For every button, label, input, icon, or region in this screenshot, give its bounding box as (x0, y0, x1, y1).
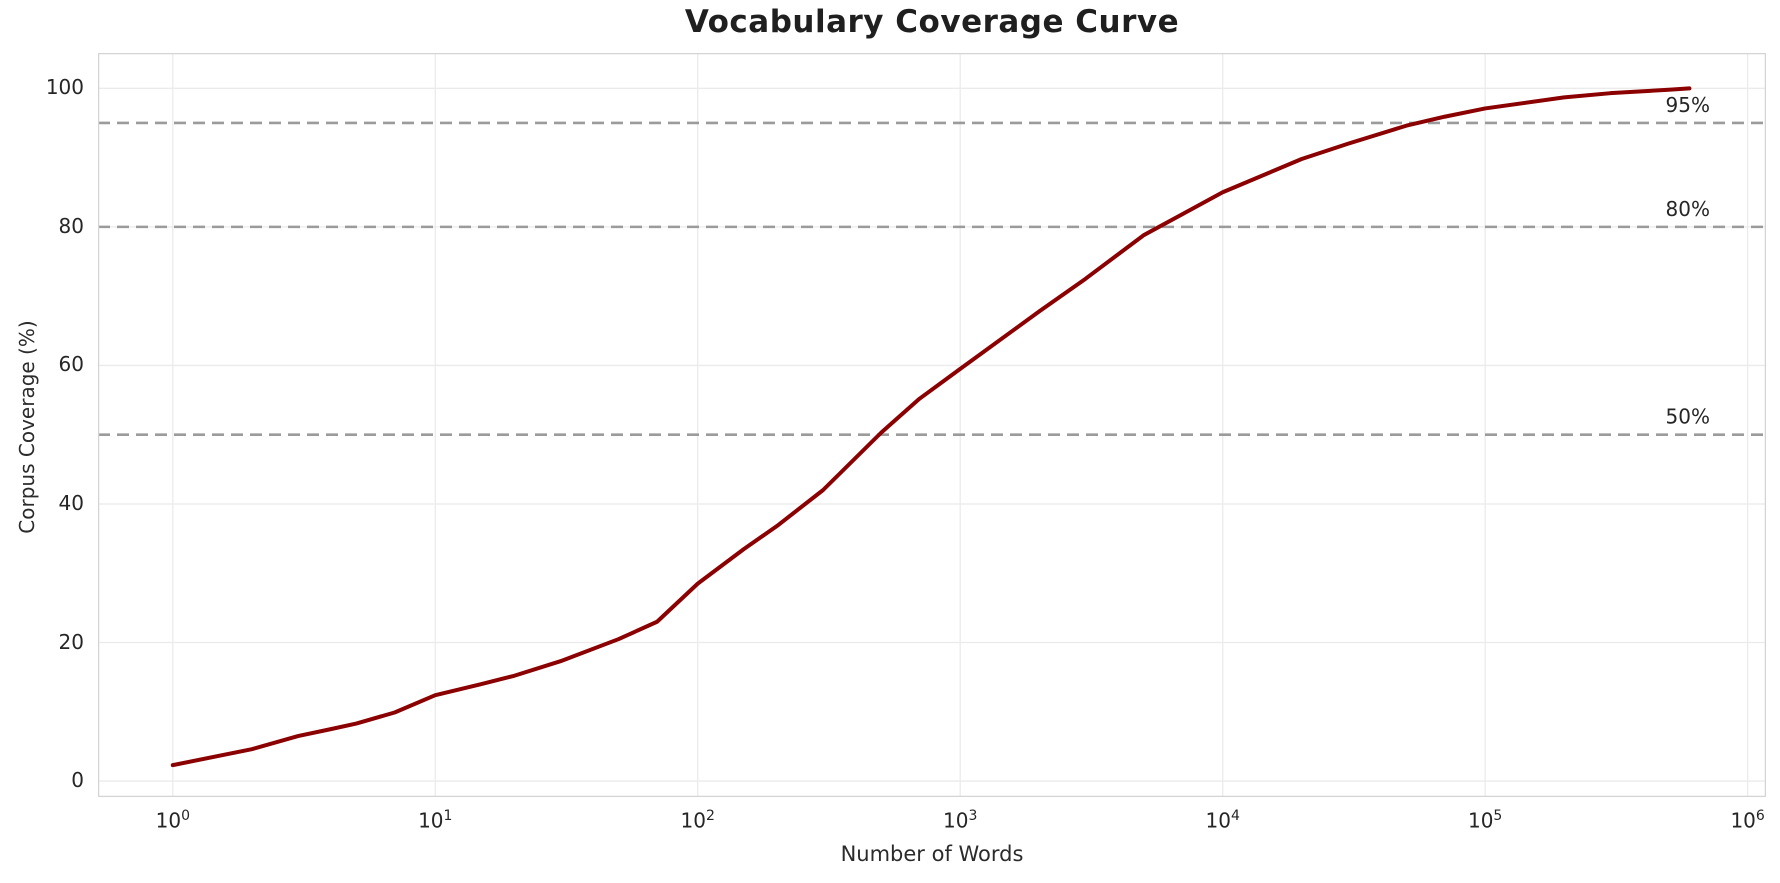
x-tick-label: 102 (680, 808, 715, 833)
plot-area: 50% 80% 95% (98, 53, 1766, 797)
x-tick-label: 104 (1205, 808, 1240, 833)
y-tick-label: 0 (71, 768, 84, 793)
y-tick-label: 60 (58, 352, 84, 377)
y-tick-label: 80 (58, 213, 84, 238)
x-axis-label: Number of Words (840, 842, 1024, 866)
y-tick-label: 40 (58, 490, 84, 515)
x-tick-label: 100 (155, 808, 190, 833)
x-tick-label: 105 (1467, 808, 1503, 833)
chart-title: Vocabulary Coverage Curve (684, 4, 1180, 40)
x-tick-label: 103 (943, 808, 978, 833)
reference-line-label: 50% (1666, 405, 1710, 429)
reference-line-label: 95% (1666, 93, 1710, 117)
y-tick-label: 100 (45, 75, 84, 100)
axes-background (98, 53, 1766, 797)
axes-border (98, 53, 1766, 797)
y-tick-label: 20 (58, 629, 84, 654)
x-tick-label: 106 (1730, 808, 1765, 833)
x-tick-label: 101 (418, 808, 453, 833)
reference-line-label: 80% (1666, 197, 1710, 221)
y-axis-label: Corpus Coverage (%) (15, 320, 39, 534)
coverage-curve-line (170, 86, 1692, 768)
